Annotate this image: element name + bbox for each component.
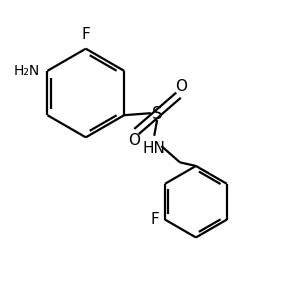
Text: O: O — [128, 133, 140, 148]
Text: O: O — [175, 79, 187, 94]
Text: F: F — [150, 212, 159, 227]
Text: S: S — [152, 105, 162, 123]
Text: H₂N: H₂N — [14, 64, 40, 78]
Text: HN: HN — [143, 141, 166, 156]
Text: F: F — [82, 27, 90, 42]
